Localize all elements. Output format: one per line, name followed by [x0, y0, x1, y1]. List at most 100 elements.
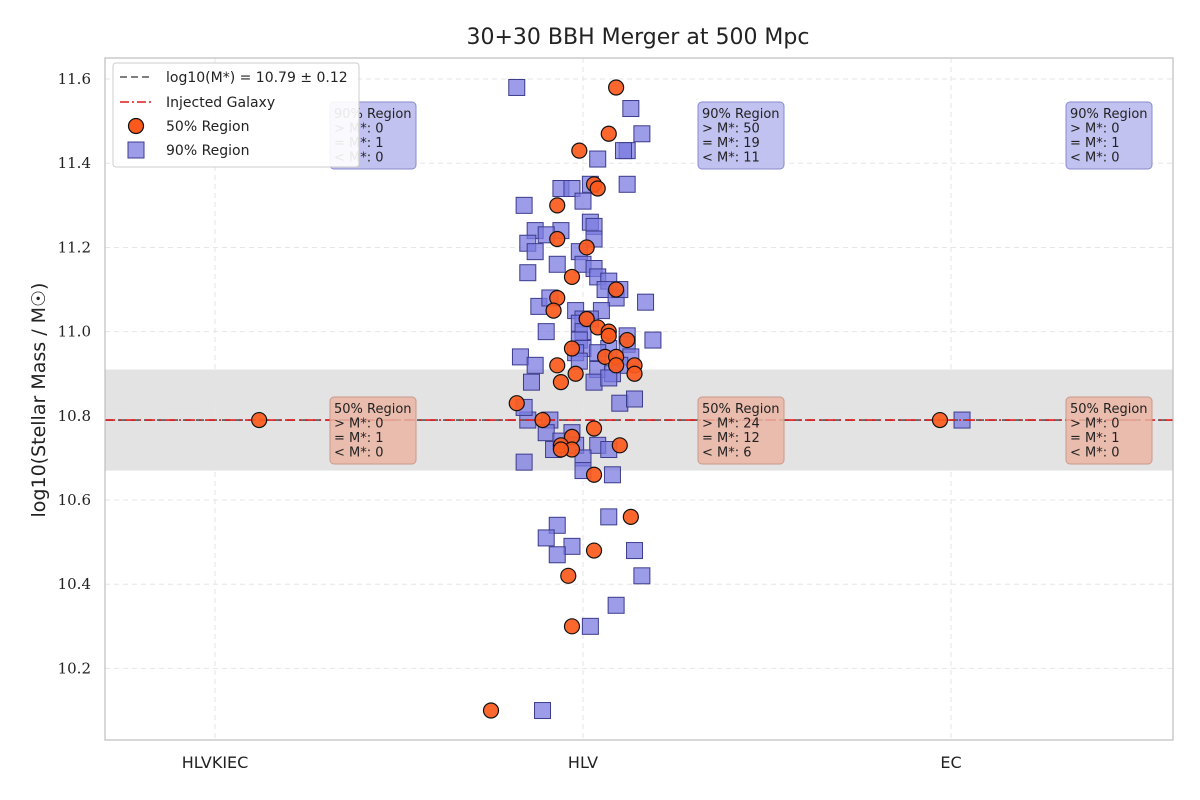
y-tick-label: 10.8: [58, 407, 91, 425]
y-tick-label: 11.0: [58, 323, 91, 341]
legend-label: Injected Galaxy: [166, 95, 275, 111]
annotation-box: 50% Region> M*: 24= M*: 12< M*: 6: [697, 396, 785, 465]
y-tick-label: 10.4: [58, 575, 91, 593]
scatter-point-50: [563, 268, 581, 286]
scatter-point-50: [552, 441, 570, 458]
annotation-line: < M*: 11: [702, 151, 760, 166]
scatter-point-90: [522, 373, 540, 391]
scatter-point-90: [515, 453, 533, 471]
scatter-point-90: [644, 331, 662, 349]
scatter-point-90: [563, 537, 581, 555]
scatter-point-90: [515, 196, 533, 214]
annotation-line: 50% Region: [702, 402, 780, 417]
legend-label: 50% Region: [166, 119, 250, 135]
scatter-point-50: [585, 420, 603, 437]
annotation-line: > M*: 50: [702, 122, 760, 137]
scatter-point-50: [251, 411, 268, 429]
scatter-point-50: [585, 542, 603, 559]
scatter-point-90: [600, 369, 618, 387]
y-tick-label: 11.2: [58, 238, 91, 256]
scatter-point-90: [563, 180, 581, 198]
chart-title: 30+30 BBH Merger at 500 Mpc: [467, 25, 810, 50]
scatter-point-90: [585, 373, 603, 391]
scatter-point-50: [585, 466, 603, 483]
y-axis-label-text: log10(Stellar Mass / M☉): [28, 283, 50, 518]
annotation-line: > M*: 0: [1070, 417, 1120, 432]
scatter-point-50: [549, 230, 566, 248]
scatter-point-50: [622, 508, 639, 525]
x-category-label: EC: [940, 753, 961, 772]
annotation-line: 90% Region: [702, 107, 780, 122]
annotation-line: < M*: 0: [1070, 151, 1120, 166]
legend-label: 90% Region: [166, 143, 250, 159]
legend-marker: [127, 117, 145, 135]
x-category-label: HLV: [568, 753, 598, 772]
scatter-point-90: [600, 508, 618, 526]
scatter-point-50: [563, 618, 581, 635]
annotation-line: > M*: 24: [702, 417, 760, 432]
scatter-point-90: [603, 466, 621, 484]
scatter-point-50: [560, 567, 577, 584]
scatter-point-90: [611, 394, 629, 412]
annotation-box: 90% Region> M*: 50= M*: 19< M*: 11: [697, 101, 785, 170]
scatter-point-50: [619, 331, 636, 349]
scatter-point-50: [545, 302, 562, 319]
scatter-point-50: [608, 79, 625, 96]
scatter-point-50: [563, 340, 581, 357]
scatter-point-50: [508, 395, 525, 412]
annotation-line: < M*: 0: [334, 446, 384, 461]
legend-marker: [127, 141, 145, 159]
scatter-point-50: [931, 411, 949, 429]
scatter-point-90: [574, 192, 592, 210]
y-tick-label: 10.6: [58, 491, 91, 509]
y-tick-label: 10.2: [58, 659, 91, 677]
plot-area: 90% Region> M*: 0= M*: 1< M*: 090% Regio…: [58, 57, 1174, 772]
scatter-point-50: [626, 365, 643, 382]
legend: log10(M*) = 10.79 ± 0.12 Injected Galaxy 5…: [112, 62, 360, 168]
scatter-point-90: [581, 617, 599, 635]
scatter-point-90: [622, 100, 640, 118]
scatter-point-90: [637, 293, 655, 311]
scatter-point-90: [618, 175, 636, 193]
scatter-point-50: [552, 374, 570, 391]
scatter-point-90: [526, 356, 544, 374]
scatter-point-50: [608, 357, 625, 374]
annotation-line: = M*: 1: [1070, 136, 1120, 151]
scatter-point-50: [611, 437, 628, 454]
annotation-box: 50% Region> M*: 0= M*: 1< M*: 0: [329, 396, 417, 465]
annotation-line: 90% Region: [1070, 107, 1148, 122]
legend-label: log10(M*) = 10.79 ± 0.12: [166, 70, 348, 86]
scatter-point-50: [589, 180, 606, 197]
scatter-point-50: [608, 281, 625, 298]
scatter-point-90: [537, 529, 555, 547]
scatter-point-90: [548, 546, 566, 564]
scatter-point-90: [537, 323, 555, 341]
y-tick-label: 11.4: [58, 154, 91, 172]
plot-frame: [104, 57, 1174, 741]
scatter-point-50: [482, 702, 500, 719]
y-axis-label: log10(Stellar Mass / M☉): [28, 283, 50, 518]
scatter-point-90: [633, 567, 651, 585]
annotation-line: < M*: 6: [702, 446, 752, 461]
scatter-point-90: [626, 390, 644, 408]
annotation-box: 50% Region> M*: 0= M*: 1< M*: 0: [1065, 396, 1153, 465]
annotation-line: > M*: 0: [1070, 122, 1120, 137]
scatter-point-50: [600, 125, 617, 142]
scatter-point-90: [548, 516, 566, 534]
y-tick-label: 11.6: [58, 70, 91, 88]
scatter-point-90: [626, 542, 644, 560]
scatter-point-90: [548, 255, 566, 273]
scatter-point-50: [600, 327, 617, 344]
scatter-point-50: [549, 197, 566, 214]
scatter-point-90: [511, 348, 529, 366]
annotation-line: = M*: 19: [702, 136, 760, 151]
scatter-point-90: [589, 150, 607, 168]
annotation-line: = M*: 12: [702, 431, 760, 446]
scatter-point-90: [526, 243, 544, 261]
annotation-box: 90% Region> M*: 0= M*: 1< M*: 0: [1065, 101, 1153, 170]
scatter-point-50: [549, 357, 566, 374]
scatter-point-50: [571, 142, 588, 159]
scatter-point-90: [508, 78, 526, 96]
annotation-line: < M*: 0: [1070, 446, 1120, 461]
